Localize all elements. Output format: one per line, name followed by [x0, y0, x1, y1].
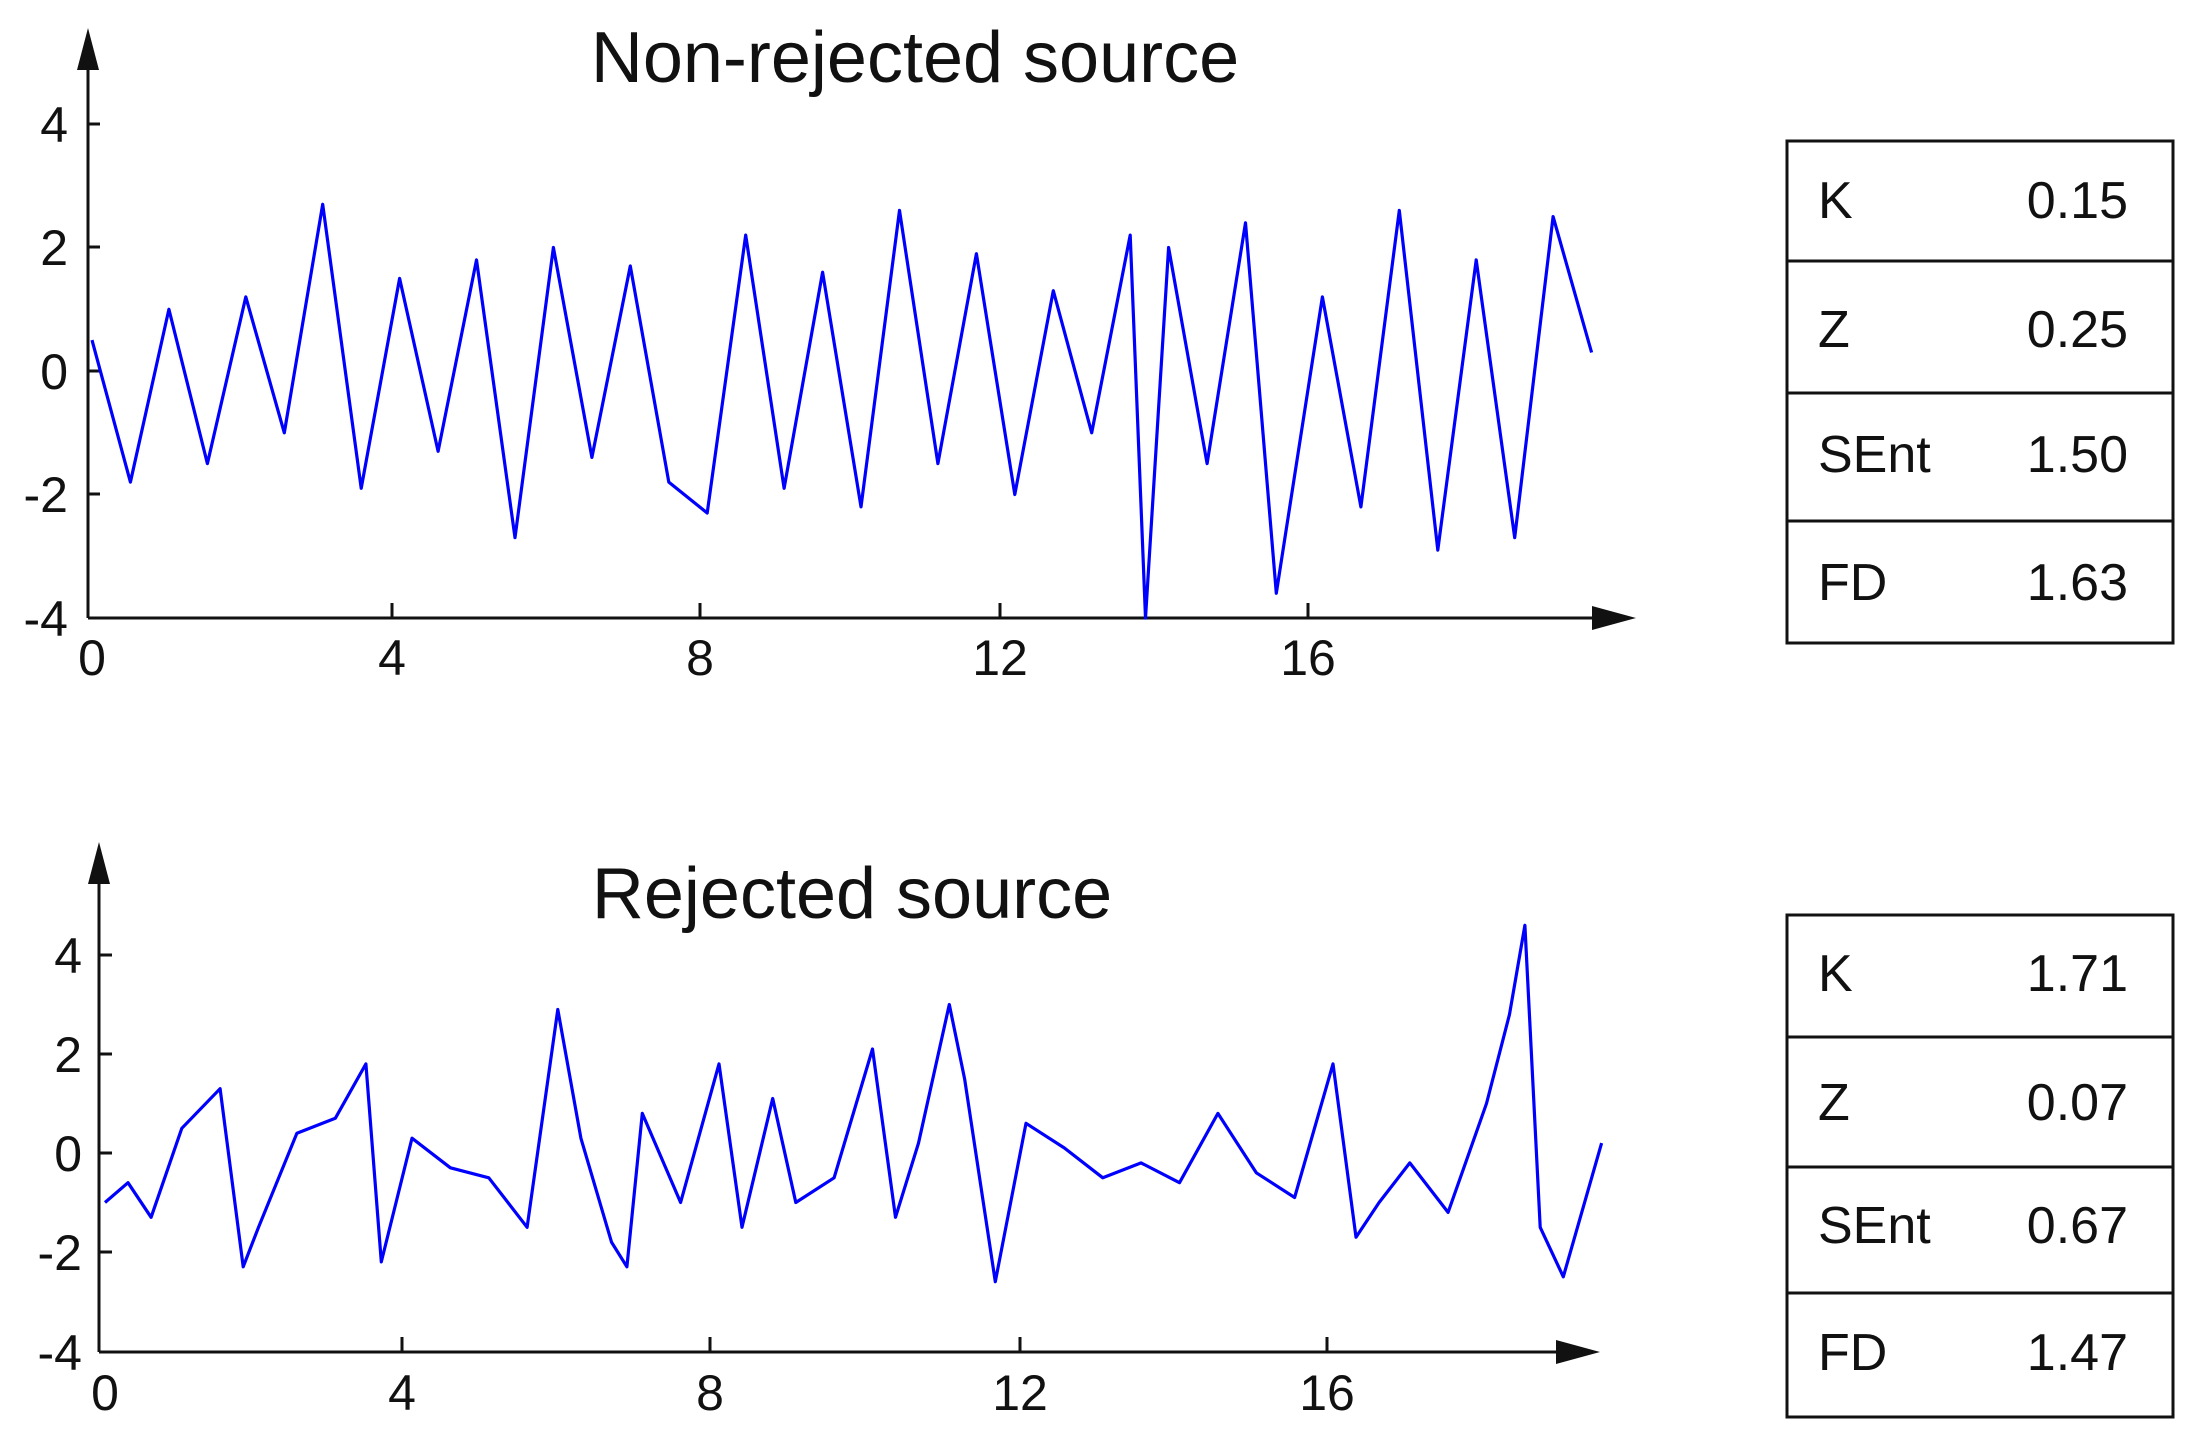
- stat-value-k: 0.15: [2027, 172, 2128, 230]
- stat-label-sent: SEnt: [1818, 1197, 1931, 1255]
- stat-label-sent: SEnt: [1818, 426, 1931, 484]
- x-tick-label: 16: [1299, 1365, 1355, 1421]
- stat-label-z: Z: [1818, 1074, 1850, 1132]
- x-tick-label: 12: [992, 1365, 1048, 1421]
- series-line-non-rejected: [90, 202, 1594, 620]
- stats-cell: [1785, 139, 2175, 263]
- x-axis-arrow: [1592, 606, 1636, 630]
- x-tick-label: 12: [972, 630, 1028, 686]
- y-tick-label: 2: [40, 220, 68, 276]
- y-tick-label: 0: [40, 344, 68, 400]
- stat-label-fd: FD: [1818, 1324, 1887, 1382]
- stat-label-fd: FD: [1818, 554, 1887, 612]
- y-tick-label: 0: [54, 1126, 82, 1182]
- stats-cell: [1785, 259, 2175, 395]
- stats-cell: [1785, 913, 2175, 1039]
- y-axis-arrow: [77, 28, 99, 70]
- stats-cell: [1785, 1291, 2175, 1419]
- series-line-rejected: [103, 923, 1604, 1284]
- stat-label-z: Z: [1818, 301, 1850, 359]
- x-tick-label: 16: [1280, 630, 1336, 686]
- x-tick-label: 0: [78, 630, 106, 686]
- panel-non-rejected: Non-rejected source 4 2 0 -2 -4 0 4 8 12…: [24, 18, 2175, 686]
- x-tick-label: 8: [696, 1365, 724, 1421]
- stat-value-fd: 1.47: [2027, 1324, 2128, 1382]
- stats-table-bottom: K 1.71 Z 0.07 SEnt 0.67 FD 1.47: [1785, 913, 2175, 1419]
- x-tick-label: 4: [388, 1365, 416, 1421]
- panel-rejected: Rejected source 4 2 0 -2 -4 0 4 8 12 16: [38, 842, 2175, 1421]
- stat-value-fd: 1.63: [2027, 554, 2128, 612]
- y-tick-label: 2: [54, 1027, 82, 1083]
- stat-value-z: 0.25: [2027, 301, 2128, 359]
- x-tick-label: 8: [686, 630, 714, 686]
- stat-value-k: 1.71: [2027, 945, 2128, 1003]
- stat-value-z: 0.07: [2027, 1074, 2128, 1132]
- y-tick-label: -4: [24, 591, 68, 647]
- y-tick-label: -4: [38, 1325, 82, 1381]
- stats-cell: [1785, 519, 2175, 645]
- stat-label-k: K: [1818, 172, 1853, 230]
- x-tick-label: 0: [91, 1365, 119, 1421]
- stats-cell: [1785, 1165, 2175, 1295]
- stat-value-sent: 0.67: [2027, 1197, 2128, 1255]
- y-tick-label: -2: [24, 467, 68, 523]
- y-tick-label: 4: [40, 97, 68, 153]
- chart-title: Non-rejected source: [591, 18, 1239, 98]
- stats-table-top: K 0.15 Z 0.25 SEnt 1.50 FD 1.63: [1785, 139, 2175, 645]
- x-axis-arrow: [1556, 1340, 1600, 1364]
- y-axis-arrow: [88, 842, 110, 884]
- x-tick-label: 4: [378, 630, 406, 686]
- stat-value-sent: 1.50: [2027, 426, 2128, 484]
- y-tick-label: -2: [38, 1225, 82, 1281]
- y-tick-label: 4: [54, 928, 82, 984]
- stat-label-k: K: [1818, 945, 1853, 1003]
- chart-title: Rejected source: [592, 854, 1112, 934]
